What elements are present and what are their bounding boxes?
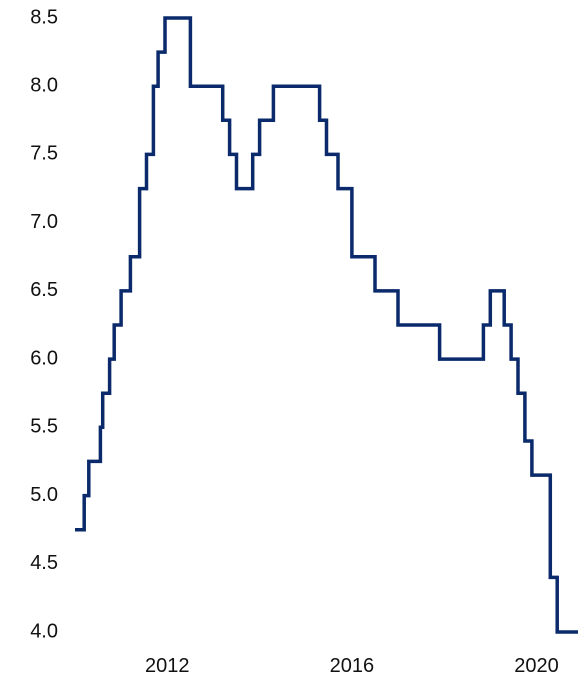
x-axis-tick-labels: 2012 2016 2020 [145,655,559,677]
y-tick-label: 5.0 [30,484,58,506]
y-tick-label: 7.5 [30,143,58,165]
y-tick-label: 6.0 [30,347,58,369]
y-tick-label: 4.0 [30,620,58,642]
y-tick-label: 4.5 [30,552,58,574]
x-tick-label: 2020 [514,655,559,677]
y-axis-tick-labels: 4.0 4.5 5.0 5.5 6.0 6.5 7.0 7.5 8.0 8.5 [30,6,58,642]
x-tick-label: 2012 [145,655,190,677]
series-step-line [75,16,578,634]
x-tick-label: 2016 [330,655,375,677]
y-tick-label: 5.5 [30,416,58,438]
y-tick-label: 6.5 [30,279,58,301]
plot-area [75,16,578,634]
y-tick-label: 8.0 [30,75,58,97]
y-tick-label: 7.0 [30,211,58,233]
y-tick-label: 8.5 [30,6,58,28]
